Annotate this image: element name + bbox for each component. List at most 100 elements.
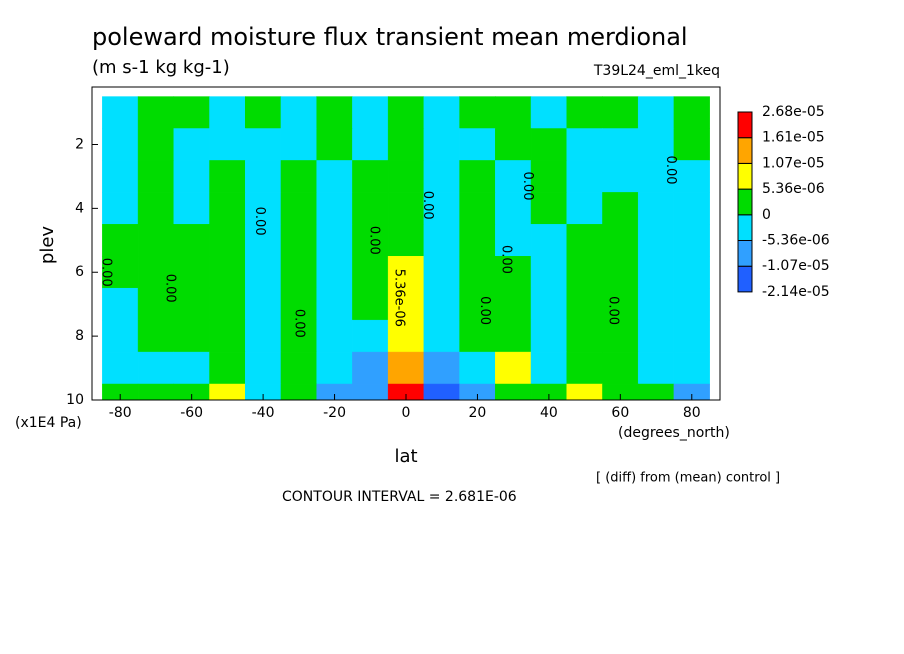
x-tick-label: 40 xyxy=(540,405,558,421)
field-cell xyxy=(637,96,675,129)
colorbar-label: -1.07e-05 xyxy=(762,258,830,274)
field-cell xyxy=(209,160,246,193)
y-units: (x1E4 Pa) xyxy=(15,415,82,431)
field-cell xyxy=(137,351,175,385)
y-tick-label: 2 xyxy=(75,136,84,152)
field-cell xyxy=(566,256,603,289)
field-cell xyxy=(209,351,246,385)
field-cell xyxy=(530,319,568,353)
field-cell xyxy=(173,96,210,129)
field-cell xyxy=(137,128,175,161)
field-cell xyxy=(459,160,496,193)
field-cell xyxy=(423,351,460,385)
contour-label: 0.00 xyxy=(163,274,178,303)
field-cell xyxy=(637,319,675,353)
x-tick-label: -40 xyxy=(252,405,275,421)
field-cell xyxy=(102,96,139,129)
note: [ (diff) from (mean) control ] xyxy=(596,471,780,486)
colorbar-box xyxy=(737,162,753,190)
field-cell xyxy=(316,224,353,257)
field-cell xyxy=(637,160,675,193)
field-cell xyxy=(352,287,389,321)
x-tick-label: 0 xyxy=(402,405,411,421)
field-cell xyxy=(209,224,246,257)
field-cell xyxy=(602,256,639,289)
y-tick-label: 6 xyxy=(75,264,84,280)
field-cell xyxy=(637,128,675,161)
field-cell xyxy=(280,351,317,385)
colorbar-box xyxy=(737,137,753,164)
field-cell xyxy=(387,224,425,257)
field-cell xyxy=(495,351,532,385)
field-cell xyxy=(280,160,317,193)
colorbar-box xyxy=(737,214,753,242)
field-cell xyxy=(173,256,210,289)
contour-label: 0.00 xyxy=(366,226,381,255)
colorbar-label: 0 xyxy=(762,207,771,223)
field-cell xyxy=(423,96,460,129)
contour-label: 0.00 xyxy=(477,296,492,325)
field-cell xyxy=(602,192,639,225)
field: 0.00 0.00 0.00 0.00 0.00 5.36e-06 0.00 0.00 0.00… xyxy=(98,96,710,400)
field-cell xyxy=(459,128,496,161)
field-cell xyxy=(673,96,710,129)
field-cell xyxy=(530,192,568,225)
field-cell xyxy=(352,256,389,289)
field-cell xyxy=(602,319,639,353)
field-cell xyxy=(137,224,175,257)
field-cell xyxy=(280,96,317,129)
field-cell xyxy=(102,192,139,225)
field-cell xyxy=(530,96,568,129)
field-cell xyxy=(209,319,246,353)
field-cell xyxy=(459,192,496,225)
field-cell xyxy=(459,224,496,257)
colorbar-box xyxy=(737,265,753,293)
field-cell xyxy=(209,287,246,321)
field-cell xyxy=(209,256,246,289)
field-cell xyxy=(637,351,675,385)
field-cell xyxy=(495,128,532,161)
field-cell xyxy=(102,319,139,353)
field-cell xyxy=(173,128,210,161)
field-cell xyxy=(244,96,282,129)
y-tick-label: 10 xyxy=(66,392,84,408)
y-axis-label: plev xyxy=(37,226,58,265)
colorbar-box xyxy=(737,240,753,267)
field-cell xyxy=(102,287,139,321)
field-cell xyxy=(173,160,210,193)
field-cell xyxy=(566,287,603,321)
field-cell xyxy=(352,192,389,225)
field-cell xyxy=(566,192,603,225)
contour-label: 0.00 xyxy=(663,156,678,185)
colorbar-label: 2.68e-05 xyxy=(762,104,825,120)
field-cell xyxy=(387,128,425,161)
colorbar-label: 5.36e-06 xyxy=(762,181,825,197)
chart-title: poleward moisture flux transient mean me… xyxy=(92,23,688,51)
field-cell xyxy=(387,160,425,193)
x-axis-label: lat xyxy=(394,446,417,467)
field-cell xyxy=(637,224,675,257)
field-cell xyxy=(316,287,353,321)
field-cell xyxy=(280,319,317,353)
field-cell xyxy=(280,224,317,257)
field-cell xyxy=(495,160,532,193)
field-cell xyxy=(459,351,496,385)
field-cell xyxy=(530,128,568,161)
field-cell xyxy=(244,287,282,321)
field-cell xyxy=(244,160,282,193)
field-cell xyxy=(316,128,353,161)
field-cell xyxy=(459,256,496,289)
field-cell xyxy=(352,96,389,129)
colorbar-label: 1.61e-05 xyxy=(762,130,825,146)
field-cell xyxy=(316,256,353,289)
field-cell xyxy=(244,256,282,289)
field-cell xyxy=(387,287,425,321)
field-cell xyxy=(673,192,710,225)
field-cell xyxy=(102,128,139,161)
colorbar-box xyxy=(737,111,753,139)
field-cell xyxy=(137,287,175,321)
field-cell xyxy=(495,287,532,321)
field-cell xyxy=(602,287,639,321)
